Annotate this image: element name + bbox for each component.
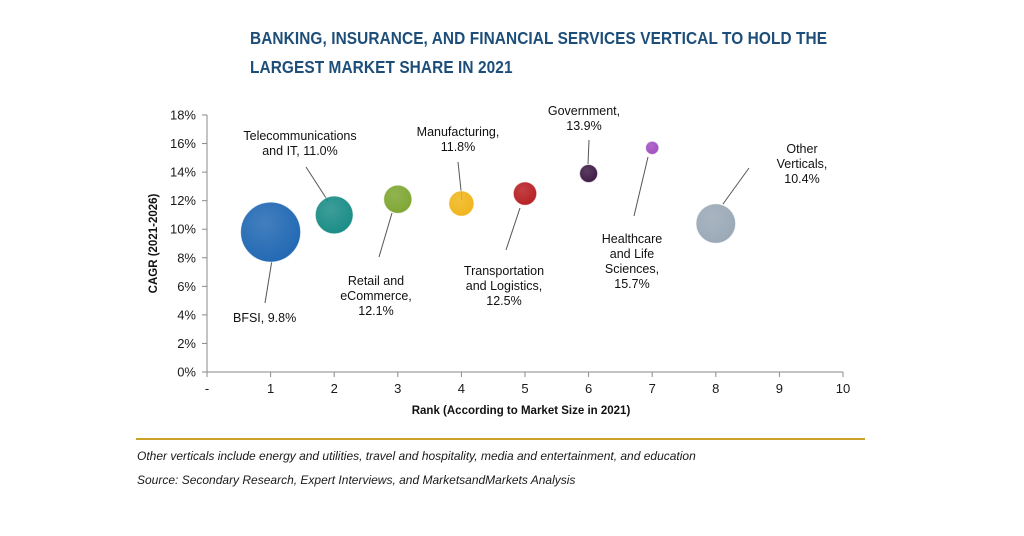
data-label: Government, <box>548 104 620 118</box>
data-label: Telecommunications <box>243 129 356 143</box>
x-tick-label: 3 <box>394 381 401 396</box>
leader-line <box>264 259 273 304</box>
data-label: Manufacturing, <box>417 125 500 139</box>
data-label: and IT, 11.0% <box>262 144 338 158</box>
data-label: Sciences, <box>605 262 659 276</box>
data-label: 12.5% <box>486 294 521 308</box>
y-tick-label: 14% <box>170 165 196 180</box>
y-tick-label: 0% <box>177 365 196 380</box>
x-axis-title: Rank (According to Market Size in 2021) <box>412 405 631 417</box>
x-tick-label: 10 <box>836 381 850 396</box>
y-tick-label: 12% <box>170 193 196 208</box>
y-tick-label: 16% <box>170 136 196 151</box>
bubble-point <box>579 164 599 184</box>
x-tick-label: 2 <box>331 381 338 396</box>
data-label: 13.9% <box>566 119 601 133</box>
data-label: Transportation <box>464 264 544 278</box>
leader-line <box>505 207 521 251</box>
x-tick-label: 4 <box>458 381 465 396</box>
leader-line <box>633 156 649 217</box>
y-tick-label: 10% <box>170 222 196 237</box>
data-label: Healthcare <box>602 232 662 246</box>
bubble-point <box>448 190 475 217</box>
data-label: eCommerce, <box>340 289 412 303</box>
bubble-point <box>240 201 302 263</box>
leader-line <box>378 212 393 258</box>
x-tick-label: 6 <box>585 381 592 396</box>
chart-title: BANKING, INSURANCE, AND FINANCIAL SERVIC… <box>250 24 828 82</box>
y-tick-label: 4% <box>177 307 196 322</box>
chart-title-line-1: BANKING, INSURANCE, AND FINANCIAL SERVIC… <box>250 28 828 48</box>
leader-line <box>587 139 590 165</box>
bubble-point <box>314 195 354 235</box>
data-label: Other <box>786 142 817 156</box>
bubble-point <box>645 140 660 155</box>
x-tick-label: 7 <box>649 381 656 396</box>
data-label: 10.4% <box>784 172 819 186</box>
leader-line <box>305 166 329 202</box>
y-tick-label: 6% <box>177 279 196 294</box>
chart-title-line-2: LARGEST MARKET SHARE IN 2021 <box>250 57 513 77</box>
data-label: Verticals, <box>777 157 828 171</box>
footnote-source: Source: Secondary Research, Expert Inter… <box>137 473 576 487</box>
data-label: and Logistics, <box>466 279 542 293</box>
chart-axes: 0% 2% 4% 6% 8% 10% 12% 14% 16% 18% - 1 2 3 4 5 6 7 8 9 10 Ran… <box>148 108 850 418</box>
bubbles <box>240 140 737 263</box>
x-tick-label: 9 <box>776 381 783 396</box>
footnote-divider <box>136 438 865 440</box>
data-label: BFSI, 9.8% <box>233 311 296 325</box>
bubble-point <box>383 184 413 214</box>
data-label: 11.8% <box>441 140 476 154</box>
data-label: 15.7% <box>614 277 649 291</box>
leader-lines <box>264 139 750 304</box>
y-tick-label: 2% <box>177 336 196 351</box>
data-label: and Life <box>610 247 655 261</box>
footnote-note: Other verticals include energy and utili… <box>137 449 696 463</box>
x-tick-label: - <box>205 381 209 396</box>
bubble-point <box>695 203 737 244</box>
x-tick-label: 8 <box>712 381 719 396</box>
y-axis-title: CAGR (2021-2026) <box>148 193 160 293</box>
data-label: 12.1% <box>358 304 393 318</box>
y-tick-label: 8% <box>177 250 196 265</box>
x-tick-label: 5 <box>521 381 528 396</box>
x-tick-label: 1 <box>267 381 274 396</box>
leader-line <box>722 167 750 205</box>
data-label: Retail and <box>348 274 404 288</box>
y-tick-label: 18% <box>170 108 196 123</box>
bubble-point <box>512 181 538 206</box>
